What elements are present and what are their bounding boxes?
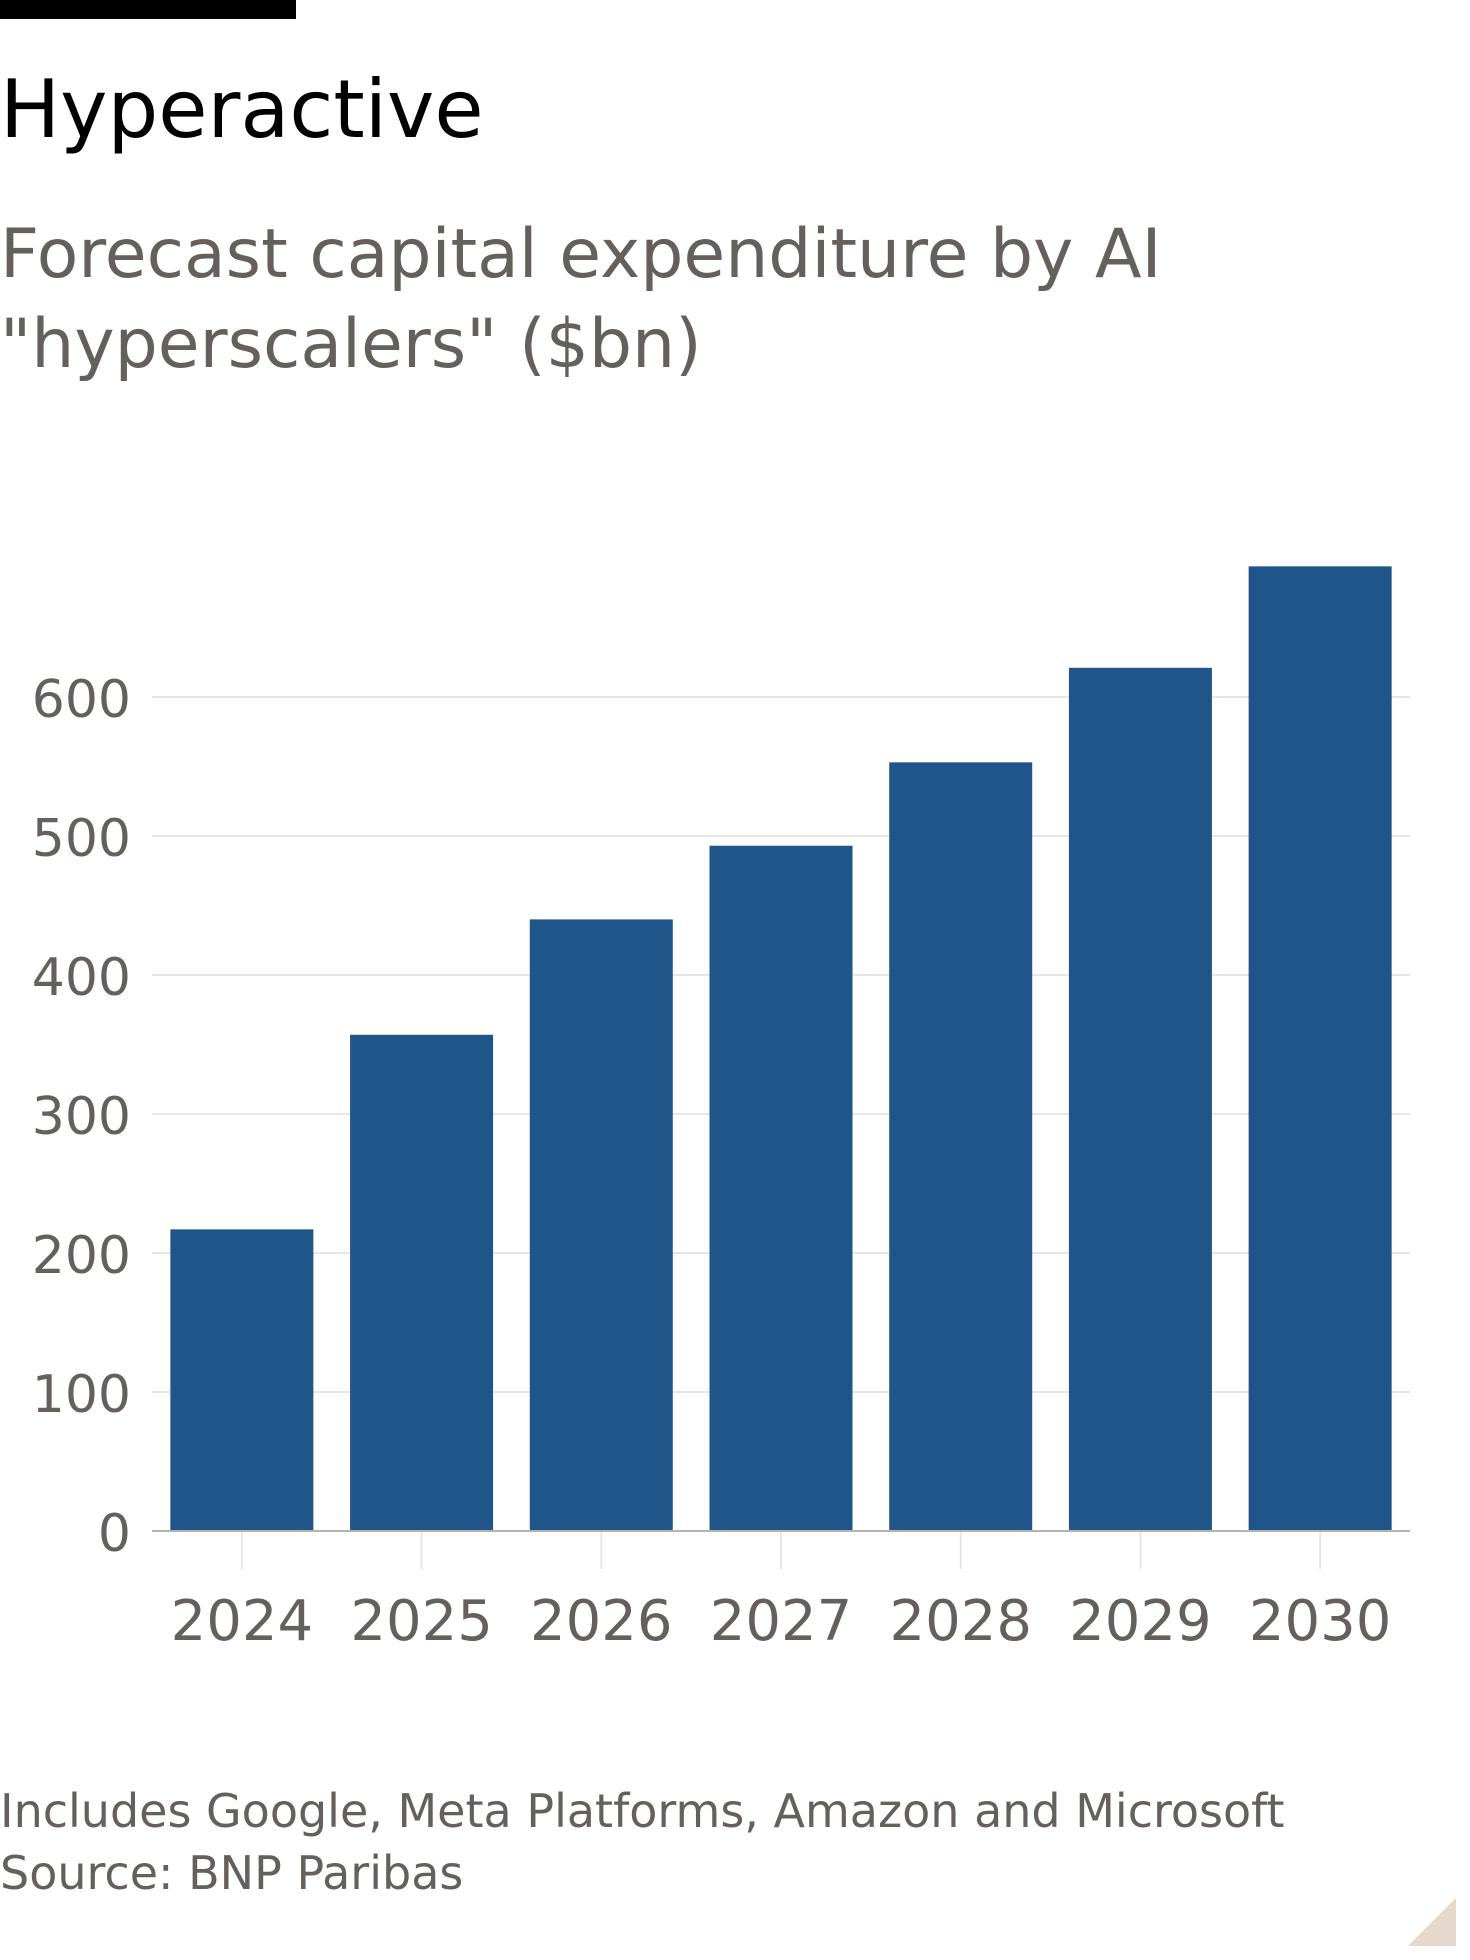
- chart-title: Hyperactive: [0, 63, 484, 156]
- bar-2024: [170, 1229, 314, 1531]
- x-tick-label: 2026: [530, 1589, 673, 1654]
- x-axis: [152, 1530, 1410, 1569]
- y-tick-label: 300: [32, 1087, 131, 1147]
- bar-2027: [709, 845, 853, 1531]
- x-axis-labels: 2024 2025 2026 2027 2028 2029 2030: [171, 1589, 1392, 1654]
- x-tick-label: 2027: [710, 1589, 853, 1654]
- bar-chart: 0 100 200 300 400 500 600 2024 2025 2026 2027 2028…: [32, 566, 1410, 1654]
- chart-source: Source: BNP Paribas: [0, 1846, 464, 1900]
- y-tick-label: 200: [32, 1226, 131, 1286]
- x-tick-label: 2030: [1249, 1589, 1392, 1654]
- y-tick-label: 600: [32, 670, 131, 730]
- y-tick-label: 500: [32, 809, 131, 869]
- chart-note: Includes Google, Meta Platforms, Amazon …: [0, 1784, 1285, 1838]
- y-tick-label: 400: [32, 948, 131, 1008]
- footnote: Includes Google, Meta Platforms, Amazon …: [0, 1780, 1285, 1904]
- y-axis-labels: 0 100 200 300 400 500 600: [32, 670, 131, 1564]
- x-tick-label: 2028: [889, 1589, 1032, 1654]
- corner-fold-icon: [1408, 1898, 1456, 1946]
- bar-2026: [529, 919, 673, 1531]
- bar-2030: [1248, 566, 1392, 1531]
- x-tick-label: 2029: [1069, 1589, 1212, 1654]
- bar-2025: [350, 1034, 494, 1531]
- x-tick-label: 2024: [171, 1589, 314, 1654]
- bars: [170, 566, 1392, 1531]
- chart-subtitle: Forecast capital expenditure by AI "hype…: [0, 215, 1162, 384]
- brand-bar: [0, 0, 296, 19]
- bar-2029: [1068, 667, 1212, 1531]
- y-tick-label: 0: [98, 1504, 131, 1564]
- bar-2028: [889, 762, 1033, 1531]
- x-tick-label: 2025: [350, 1589, 493, 1654]
- y-tick-label: 100: [32, 1365, 131, 1425]
